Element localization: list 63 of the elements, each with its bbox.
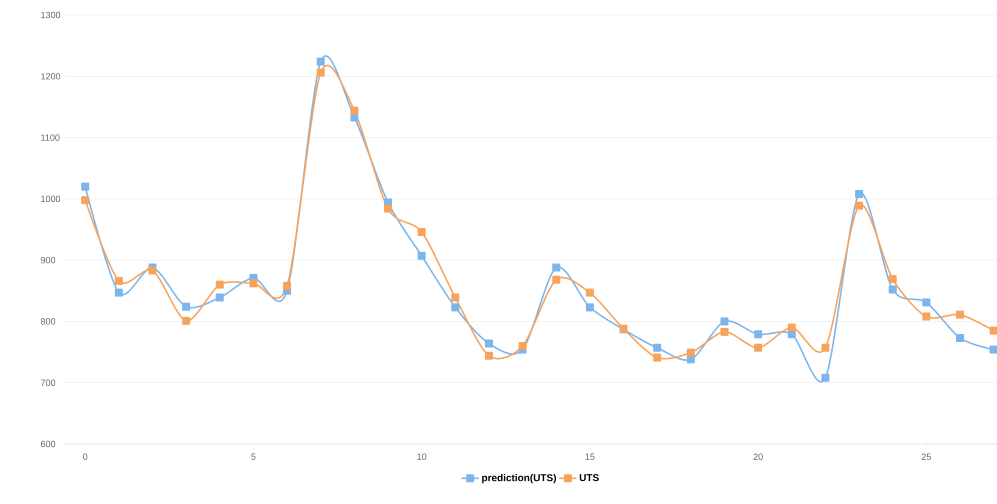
point	[686, 355, 695, 364]
legend-label: UTS	[580, 474, 599, 482]
point	[754, 344, 762, 352]
point	[653, 344, 662, 352]
y-tick-label: 700	[40, 380, 56, 386]
y-tick-label: 600	[40, 440, 56, 448]
point	[586, 303, 594, 312]
point	[788, 330, 796, 338]
point	[586, 288, 594, 297]
y-tick-label: 900	[40, 256, 56, 264]
point	[418, 252, 426, 260]
point	[922, 312, 930, 321]
x-tick-label: 15	[586, 454, 595, 460]
point	[484, 352, 493, 360]
x-tick-label: 0	[83, 454, 88, 460]
point	[653, 354, 662, 362]
point	[418, 228, 426, 236]
y-tick-label: 1300	[41, 12, 60, 18]
point	[518, 342, 527, 350]
point	[888, 286, 897, 294]
point	[283, 282, 292, 290]
point	[956, 310, 964, 319]
point	[216, 294, 224, 302]
x-tick-label: 20	[754, 454, 763, 460]
y-tick-label: 1200	[41, 73, 60, 80]
point	[821, 374, 830, 382]
point	[384, 204, 392, 213]
point	[316, 68, 325, 77]
point	[114, 288, 123, 297]
point	[788, 324, 796, 332]
y-tick-label: 1100	[41, 134, 60, 141]
point	[888, 275, 897, 284]
point	[552, 276, 560, 284]
point	[720, 328, 728, 336]
point	[855, 190, 864, 198]
point	[855, 202, 864, 210]
point	[216, 280, 224, 289]
legend-label: prediction(UTS)	[482, 474, 556, 484]
point	[552, 264, 560, 272]
point	[821, 344, 830, 352]
point	[350, 113, 358, 122]
x-tick-label: 10	[417, 454, 426, 460]
point	[81, 196, 90, 204]
point	[114, 276, 123, 285]
point	[451, 303, 460, 312]
y-tick-label: 800	[40, 318, 56, 325]
point	[148, 266, 156, 275]
point	[484, 339, 493, 348]
point	[686, 348, 695, 357]
x-tick-label: 5	[251, 454, 256, 460]
point	[81, 182, 90, 191]
x-tick-label: 25	[922, 454, 931, 460]
point	[249, 279, 258, 288]
point	[182, 302, 190, 311]
point	[451, 294, 460, 302]
y-tick-label: 1000	[41, 196, 60, 202]
point	[922, 298, 930, 306]
point	[182, 316, 190, 325]
point	[754, 330, 762, 338]
point	[316, 58, 325, 66]
point	[956, 334, 964, 342]
point	[350, 106, 358, 115]
point	[720, 317, 728, 326]
